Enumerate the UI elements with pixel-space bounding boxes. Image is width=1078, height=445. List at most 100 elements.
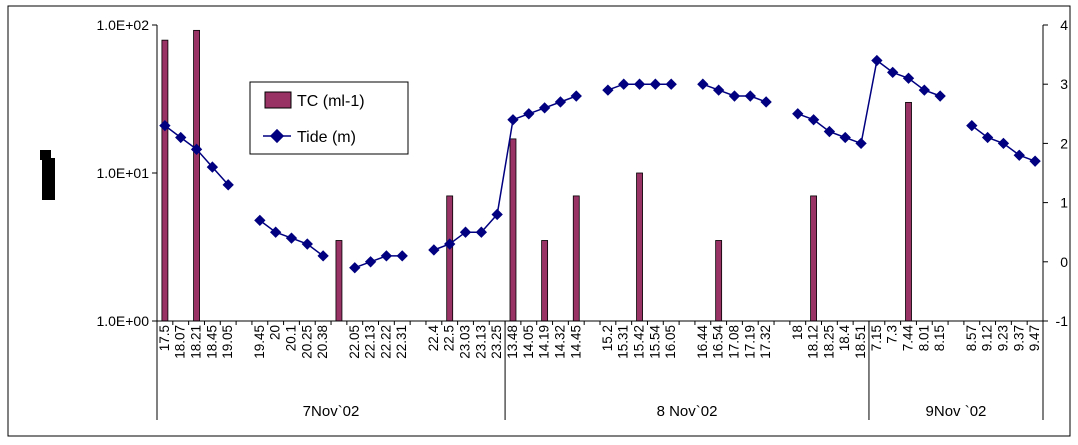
tc-bar <box>636 172 643 322</box>
group-label: 8 Nov`02 <box>657 403 718 420</box>
tide-point <box>1029 155 1041 167</box>
category-label: 7.15 <box>869 325 884 351</box>
category-label: 16.44 <box>695 325 710 359</box>
tide-line-segment <box>433 95 577 251</box>
group-label: 9Nov `02 <box>926 403 987 420</box>
category-label: 22.4 <box>426 325 441 352</box>
category-label: 22.5 <box>442 325 457 351</box>
tc-bar <box>446 195 454 322</box>
tide-point <box>396 250 408 262</box>
y-axis-label-block <box>40 150 51 160</box>
tide-point <box>981 131 994 144</box>
category-label: 23.25 <box>489 325 504 359</box>
left-tick-label: 1.0E+00 <box>96 313 149 329</box>
tide-point <box>175 131 187 144</box>
category-label: 22.13 <box>363 325 378 359</box>
category-label: 18.21 <box>189 325 204 359</box>
tide-point <box>285 232 298 244</box>
right-tick-label: 1 <box>1060 195 1068 211</box>
category-label: 14.19 <box>537 325 552 359</box>
category-label: 7.3 <box>885 325 900 344</box>
category-label: 15.42 <box>632 325 647 359</box>
category-label: 9.23 <box>995 325 1010 351</box>
category-label: 13.48 <box>505 325 520 359</box>
tide-point <box>270 226 282 238</box>
category-label: 15.54 <box>647 325 662 359</box>
tide-point <box>459 226 472 238</box>
category-label: 9.47 <box>1027 325 1042 351</box>
right-tick-label: 4 <box>1060 17 1068 33</box>
category-label: 20.38 <box>315 325 330 359</box>
category-label: 19.45 <box>252 325 267 359</box>
tide-point <box>1013 149 1025 161</box>
tc-bar <box>810 195 817 322</box>
category-label: 18.25 <box>821 325 836 359</box>
tide-point <box>839 131 851 144</box>
category-label: 17.5 <box>157 325 172 351</box>
tide-point <box>475 226 487 238</box>
tide-point <box>317 250 329 262</box>
category-label: 15.31 <box>616 325 631 359</box>
category-label: 17.32 <box>758 325 773 359</box>
category-label: 14.32 <box>552 325 567 359</box>
tc-bar <box>193 29 200 322</box>
tc-bar <box>715 240 723 322</box>
category-label: 20 <box>268 325 283 340</box>
category-label: 17.08 <box>726 325 741 359</box>
category-label: 23.03 <box>458 325 473 359</box>
tc-bar <box>335 240 343 322</box>
category-label: 18.12 <box>806 325 821 359</box>
left-tick-label: 1.0E+01 <box>96 165 149 181</box>
right-tick-label: 0 <box>1060 254 1068 270</box>
category-labels: 17.5 18.07 18.21 18.45 19.05 19.45 20 20.1 20.25… <box>157 325 1042 420</box>
category-label: 22.31 <box>394 325 409 359</box>
tc-bar <box>572 195 580 322</box>
category-label: 18.51 <box>853 325 868 359</box>
right-tick-label: 3 <box>1060 76 1068 92</box>
category-label: 22.05 <box>347 325 362 359</box>
tc-bar <box>509 138 517 322</box>
tide-point <box>301 238 313 250</box>
category-label: 9.12 <box>980 325 995 351</box>
category-label: 16.54 <box>711 325 726 359</box>
legend: TC (ml-1) Tide (m) <box>249 81 409 155</box>
legend-label-tc: TC (ml-1) <box>297 93 365 110</box>
category-label: 14.45 <box>568 325 583 359</box>
category-label: 8.57 <box>964 325 979 351</box>
category-label: 19.05 <box>220 325 235 359</box>
tide-point <box>871 54 883 67</box>
tide-point <box>507 114 519 126</box>
tide-point <box>190 143 203 155</box>
y-axis-label-block <box>42 158 55 200</box>
left-tick-label: 1.0E+02 <box>96 17 149 33</box>
tide-point <box>380 250 393 262</box>
category-label: 8.01 <box>916 325 931 351</box>
tide-point <box>855 137 867 150</box>
category-label: 23.13 <box>473 325 488 359</box>
tide-line-segment <box>797 59 941 145</box>
category-label: 15.2 <box>600 325 615 351</box>
tide-point <box>364 256 377 268</box>
category-label: 17.19 <box>742 325 757 359</box>
tide-point <box>997 137 1010 150</box>
right-tick-label: -1 <box>1056 313 1069 329</box>
tc-bar <box>541 240 549 322</box>
category-label: 18.07 <box>173 325 188 359</box>
tc-bar <box>161 39 169 322</box>
category-label: 18 <box>790 325 805 340</box>
category-label: 9.37 <box>1011 325 1026 351</box>
category-label: 8.15 <box>932 325 947 351</box>
category-label: 20.25 <box>299 325 314 359</box>
category-label: 20.1 <box>283 325 298 351</box>
tide-point <box>428 244 440 256</box>
category-label: 14.05 <box>521 325 536 359</box>
tide-point <box>444 238 456 250</box>
category-label: 7.44 <box>901 325 916 352</box>
category-label: 22.22 <box>378 325 393 359</box>
category-label: 16.05 <box>663 325 678 359</box>
tide-point <box>206 161 219 173</box>
category-label: 18.45 <box>204 325 219 359</box>
category-label: 18.4 <box>837 325 852 352</box>
tide-point <box>222 179 234 191</box>
